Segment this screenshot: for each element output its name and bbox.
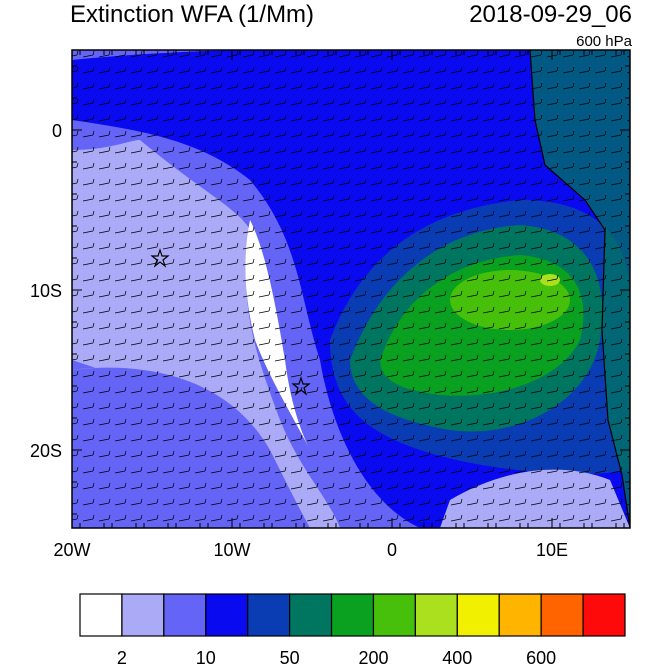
- lat-label: 0: [52, 121, 62, 141]
- colorbar-label: 400: [442, 648, 472, 667]
- colorbar-box: [414, 593, 458, 637]
- colorbar-box: [372, 593, 416, 637]
- lon-label: 10W: [213, 540, 250, 560]
- lon-label: 10E: [536, 540, 568, 560]
- colorbar-box: [121, 593, 165, 637]
- map-frame: [71, 49, 631, 529]
- colorbar-label: 50: [280, 648, 300, 667]
- level: 600 hPa: [576, 33, 633, 50]
- colorbar: 2 10 50 200 400 600: [79, 593, 626, 668]
- timestamp: 2018-09-29_06: [469, 1, 632, 28]
- colorbar-box: [540, 593, 584, 637]
- colorbar-label: 200: [358, 648, 388, 667]
- lat-label: 20S: [30, 441, 62, 461]
- colorbar-box: [330, 593, 375, 637]
- colorbar-label: 600: [526, 648, 556, 667]
- colorbar-box: [456, 593, 500, 637]
- colorbar-label: 10: [196, 648, 216, 667]
- lon-label: 0: [387, 540, 397, 560]
- colorbar-box: [582, 593, 626, 637]
- colorbar-label: 2: [117, 648, 127, 667]
- colorbar-box: [247, 593, 291, 637]
- colorbar-box: [163, 593, 207, 637]
- colorbar-box: [289, 593, 333, 637]
- lon-label: 20W: [53, 540, 90, 560]
- map-field: [72, 50, 630, 528]
- lat-label: 10S: [30, 281, 62, 301]
- colorbar-box: [79, 593, 123, 637]
- title: Extinction WFA (1/Mm): [70, 1, 314, 28]
- colorbar-box: [205, 593, 249, 637]
- colorbar-box: [498, 593, 542, 637]
- axes: 0 10S 20S 20W 10W 0 10E: [30, 50, 630, 560]
